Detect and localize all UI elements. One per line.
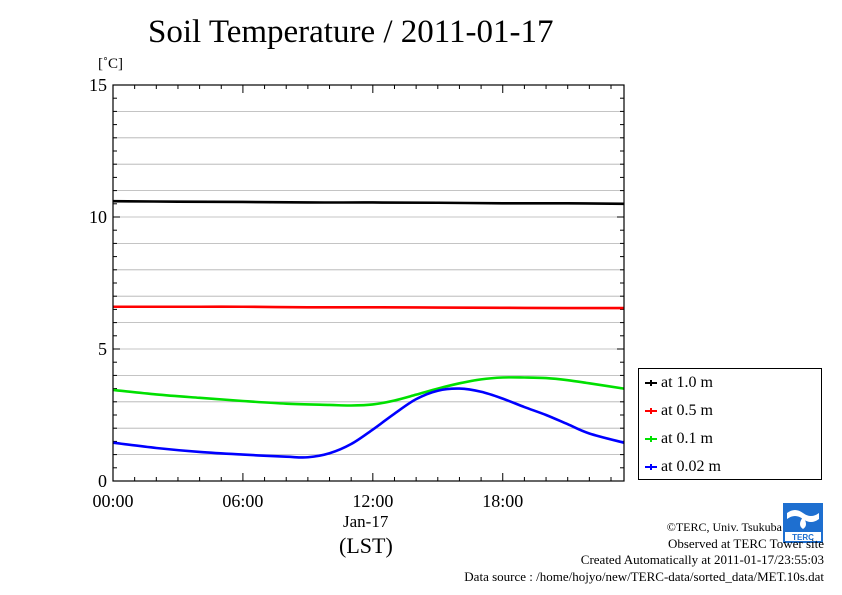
- x-axis-date-label: Jan-17: [343, 512, 389, 531]
- grid-lines: [113, 111, 624, 456]
- legend-item: at 0.1 m: [645, 428, 713, 450]
- x-tick-label: 12:00: [352, 491, 393, 511]
- x-tick-label: 18:00: [482, 491, 523, 511]
- legend-label: at 1.0 m: [661, 374, 713, 391]
- x-tick-label: 06:00: [222, 491, 263, 511]
- series-lines: [112, 199, 625, 459]
- x-axis-zone-label: (LST): [339, 533, 393, 558]
- axis-ticks: [112, 84, 624, 482]
- observed-text: Observed at TERC Tower site: [667, 535, 824, 551]
- legend-label: at 0.1 m: [661, 430, 713, 447]
- legend-item: at 0.5 m: [645, 400, 713, 422]
- legend-item: at 0.02 m: [645, 456, 721, 478]
- series-line: [112, 387, 625, 459]
- legend-swatch-002m: [645, 464, 657, 470]
- plot-frame: [112, 84, 625, 482]
- legend: at 1.0 m at 0.5 m at 0.1 m at 0.02 m: [638, 368, 822, 480]
- legend-item: at 1.0 m: [645, 372, 713, 394]
- x-tick-label: 00:00: [92, 491, 133, 511]
- legend-label: at 0.5 m: [661, 402, 713, 419]
- y-tick-label: 0: [98, 471, 107, 491]
- y-tick-label: 10: [89, 207, 107, 227]
- source-text: Data source : /home/hojyo/new/TERC-data/…: [464, 568, 824, 584]
- logo-text: TERC: [792, 533, 814, 542]
- credits-block: ©TERC, Univ. Tsukuba Observed at TERC To…: [464, 519, 824, 585]
- y-axis-unit: [˚C]: [98, 56, 123, 72]
- legend-swatch-01m: [645, 436, 657, 442]
- created-text: Created Automatically at 2011-01-17/23:5…: [580, 552, 824, 567]
- tick-labels: 0 5 10 15 00:00 06:00 12:00 18:00: [89, 75, 523, 511]
- legend-label: at 0.02 m: [661, 458, 721, 475]
- y-tick-label: 5: [98, 339, 107, 359]
- chart-title: Soil Temperature / 2011-01-17: [148, 14, 554, 50]
- legend-swatch-1m: [645, 380, 657, 386]
- series-line: [113, 305, 625, 310]
- y-tick-label: 15: [89, 75, 107, 95]
- legend-swatch-05m: [645, 408, 657, 414]
- terc-logo-icon: TERC: [783, 503, 823, 543]
- series-line: [112, 199, 625, 206]
- series-line: [112, 376, 625, 407]
- copyright-text: ©TERC, Univ. Tsukuba: [666, 520, 782, 534]
